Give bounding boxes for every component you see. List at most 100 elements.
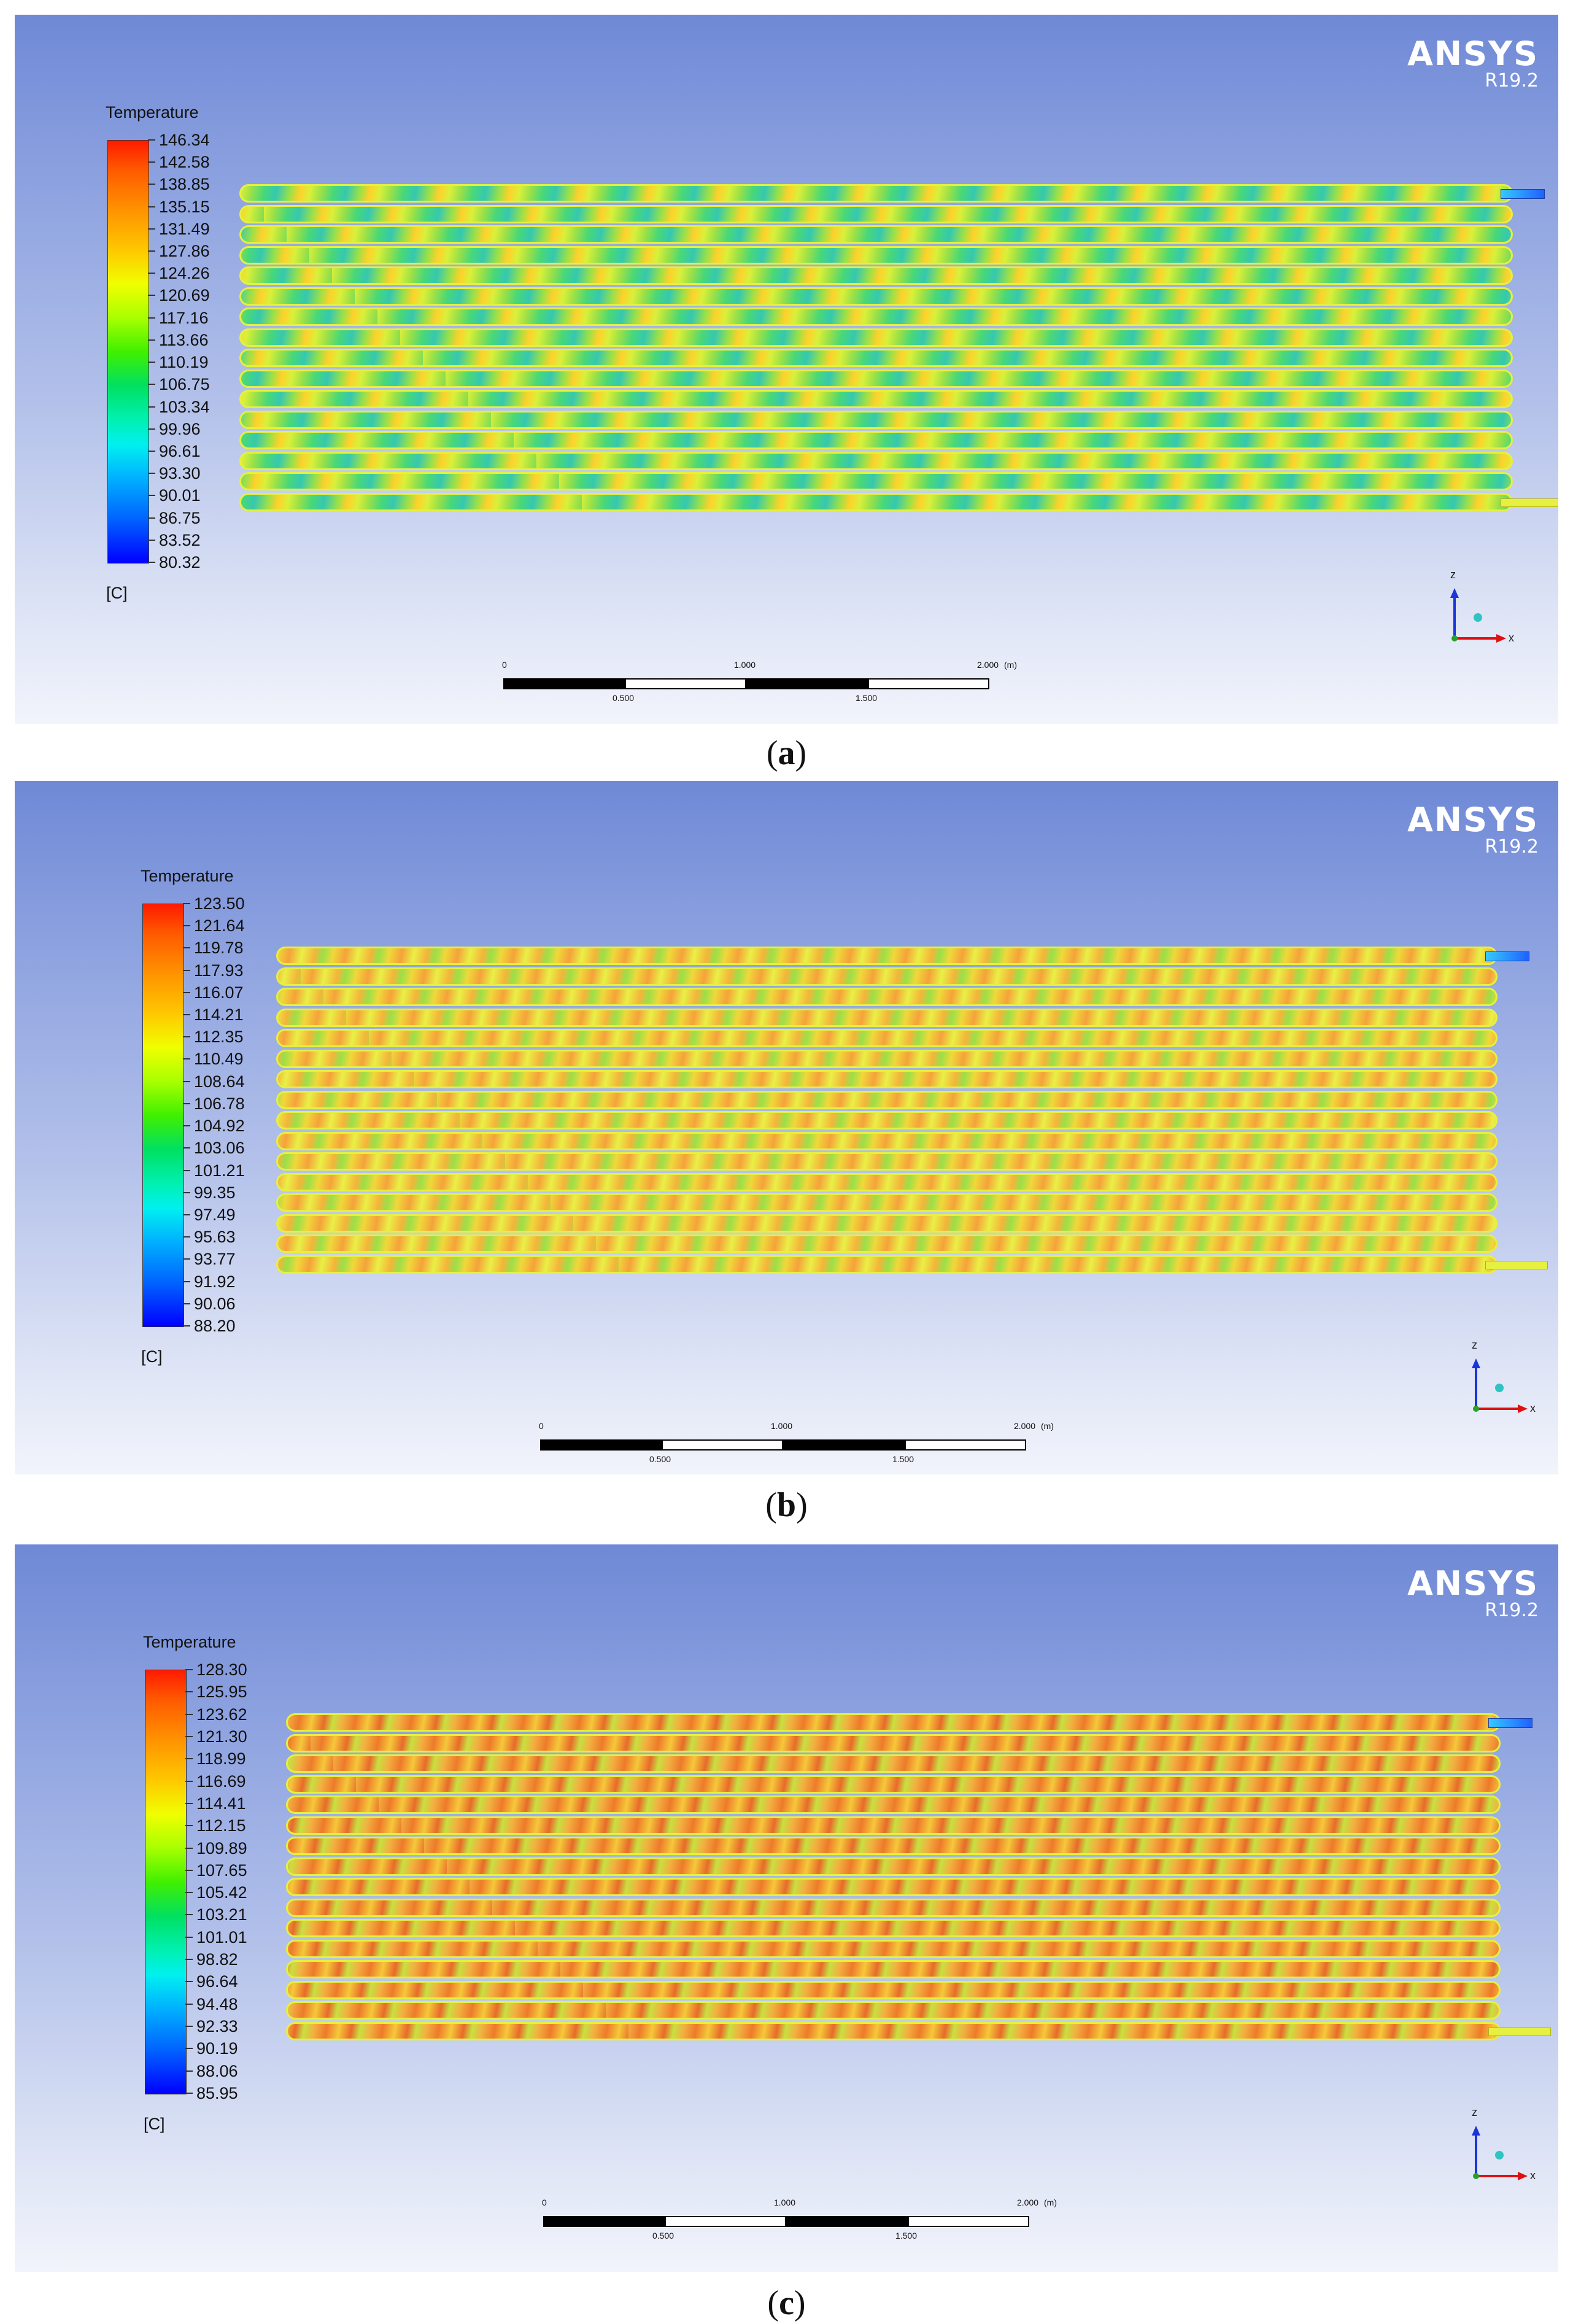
legend-tick xyxy=(185,1981,193,1983)
legend-value-label: 105.42 xyxy=(196,1883,247,1902)
coil-pipe-row xyxy=(276,1255,1498,1274)
coil-pipe-row xyxy=(276,1234,1498,1253)
coil-pipe-row xyxy=(239,184,1513,203)
caption-close: ) xyxy=(794,2284,806,2322)
legend-value-label: 93.77 xyxy=(194,1250,236,1269)
legend-tick xyxy=(183,925,190,927)
legend-value-label: 110.49 xyxy=(194,1050,244,1069)
coil-pipe-row xyxy=(276,1049,1498,1068)
caption-letter: b xyxy=(776,1486,797,1524)
legend-value-label: 121.64 xyxy=(194,916,245,935)
coil-pipe-row xyxy=(276,947,1498,965)
ansys-logo: ANSYS R19.2 xyxy=(1407,37,1539,91)
legend-value-label: 101.21 xyxy=(194,1161,245,1180)
legend-tick xyxy=(185,1847,193,1849)
caption-letter: a xyxy=(778,734,795,772)
coil-inlet xyxy=(1501,189,1545,199)
ansys-brand-text: ANSYS xyxy=(1407,34,1539,73)
legend-value-label: 97.49 xyxy=(194,1205,236,1224)
legend-tick xyxy=(183,1014,190,1016)
coil-pipe-row xyxy=(286,2001,1501,2020)
coil-pipe-row xyxy=(286,1919,1501,1937)
coil-pipe-row xyxy=(276,1070,1498,1088)
legend-value-label: 107.65 xyxy=(196,1861,247,1880)
contour-panel: ANSYS R19.2 Temperature 123.50 121.64 119.78 1… xyxy=(15,781,1558,1474)
scale-label-mid: 1.000 xyxy=(774,2198,796,2207)
legend-value-label: 110.19 xyxy=(159,353,209,372)
legend-value-label: 131.49 xyxy=(159,219,210,238)
legend-tick xyxy=(148,184,155,185)
coil-pipe-row xyxy=(239,287,1513,306)
scale-segment xyxy=(746,678,868,689)
caption-open: ( xyxy=(766,734,778,772)
coil-pipe-row xyxy=(239,390,1513,408)
legend-tick xyxy=(183,1325,190,1327)
legend-tick xyxy=(185,2048,193,2050)
temperature-colorbar xyxy=(107,140,149,564)
scale-segment xyxy=(665,2216,786,2227)
coil-pipe-row xyxy=(239,266,1513,285)
legend-value-label: 106.75 xyxy=(159,375,210,394)
caption-close: ) xyxy=(795,734,807,772)
caption-letter: c xyxy=(779,2284,794,2322)
coil-inlet xyxy=(1488,1718,1532,1728)
legend-value-label: 95.63 xyxy=(194,1228,236,1247)
scale-label-mid: 1.000 xyxy=(734,660,756,670)
legend-unit: [C] xyxy=(141,1347,163,1366)
scale-segment xyxy=(783,1439,905,1451)
legend-value-label: 103.34 xyxy=(159,397,210,416)
legend-tick xyxy=(148,362,155,363)
legend-tick xyxy=(148,228,155,230)
legend-tick xyxy=(183,1214,190,1215)
temperature-colorbar xyxy=(145,1670,187,2094)
legend-value-label: 116.07 xyxy=(194,983,244,1002)
legend-value-label: 90.19 xyxy=(196,2039,238,2058)
scale-unit: (m) xyxy=(1044,2198,1057,2207)
scale-label-q1: 0.500 xyxy=(649,1454,671,1464)
legend-title: Temperature xyxy=(106,103,199,122)
legend-value-label: 112.15 xyxy=(196,1816,246,1835)
coil-outlet xyxy=(1485,1260,1548,1269)
axis-label-x: x xyxy=(1530,2169,1536,2182)
coil-pipe-row xyxy=(276,1090,1498,1109)
caption-open: ( xyxy=(765,1486,777,1524)
scale-segment xyxy=(543,2216,665,2227)
scale-label-end: 2.000 xyxy=(1017,2198,1039,2207)
coil-pipe-row xyxy=(286,1980,1501,1999)
scale-label-q1: 0.500 xyxy=(652,2231,674,2241)
legend-value-label: 94.48 xyxy=(196,1994,238,2013)
legend-title: Temperature xyxy=(141,867,234,885)
legend-tick xyxy=(183,1258,190,1260)
legend-value-label: 88.20 xyxy=(194,1317,236,1335)
coil-pipe-row xyxy=(239,204,1513,223)
legend-tick xyxy=(185,1892,193,1894)
scale-label-q3: 1.500 xyxy=(895,2231,918,2241)
legend-tick xyxy=(148,250,155,252)
coil-outlet xyxy=(1488,2027,1551,2036)
legend-tick xyxy=(148,273,155,274)
legend-value-label: 109.89 xyxy=(196,1838,247,1857)
axis-label-z: z xyxy=(1472,2106,1477,2118)
legend-tick xyxy=(183,947,190,949)
legend-tick xyxy=(148,161,155,163)
legend-tick xyxy=(185,1669,193,1670)
legend-tick xyxy=(183,1080,190,1082)
panel-caption: (c) xyxy=(0,2283,1573,2323)
legend-value-label: 96.64 xyxy=(196,1972,238,1991)
contour-panel: ANSYS R19.2 Temperature 128.30 125.95 123.62 1… xyxy=(15,1544,1558,2272)
legend-value-label: 93.30 xyxy=(159,464,201,483)
legend-tick xyxy=(148,539,155,541)
legend-title: Temperature xyxy=(143,1633,236,1651)
legend-value-label: 118.99 xyxy=(196,1749,246,1768)
scale-unit: (m) xyxy=(1041,1421,1054,1431)
legend-value-label: 127.86 xyxy=(159,242,210,261)
coil-pipe-row xyxy=(286,1795,1501,1814)
legend-tick xyxy=(183,1191,190,1193)
legend-tick xyxy=(185,1735,193,1737)
coil-pipe-row xyxy=(276,1214,1498,1233)
legend-value-label: 91.92 xyxy=(194,1272,236,1291)
legend-unit: [C] xyxy=(106,584,128,602)
axis-triad-icon xyxy=(1472,1358,1528,1413)
legend-value-label: 96.61 xyxy=(159,441,201,460)
